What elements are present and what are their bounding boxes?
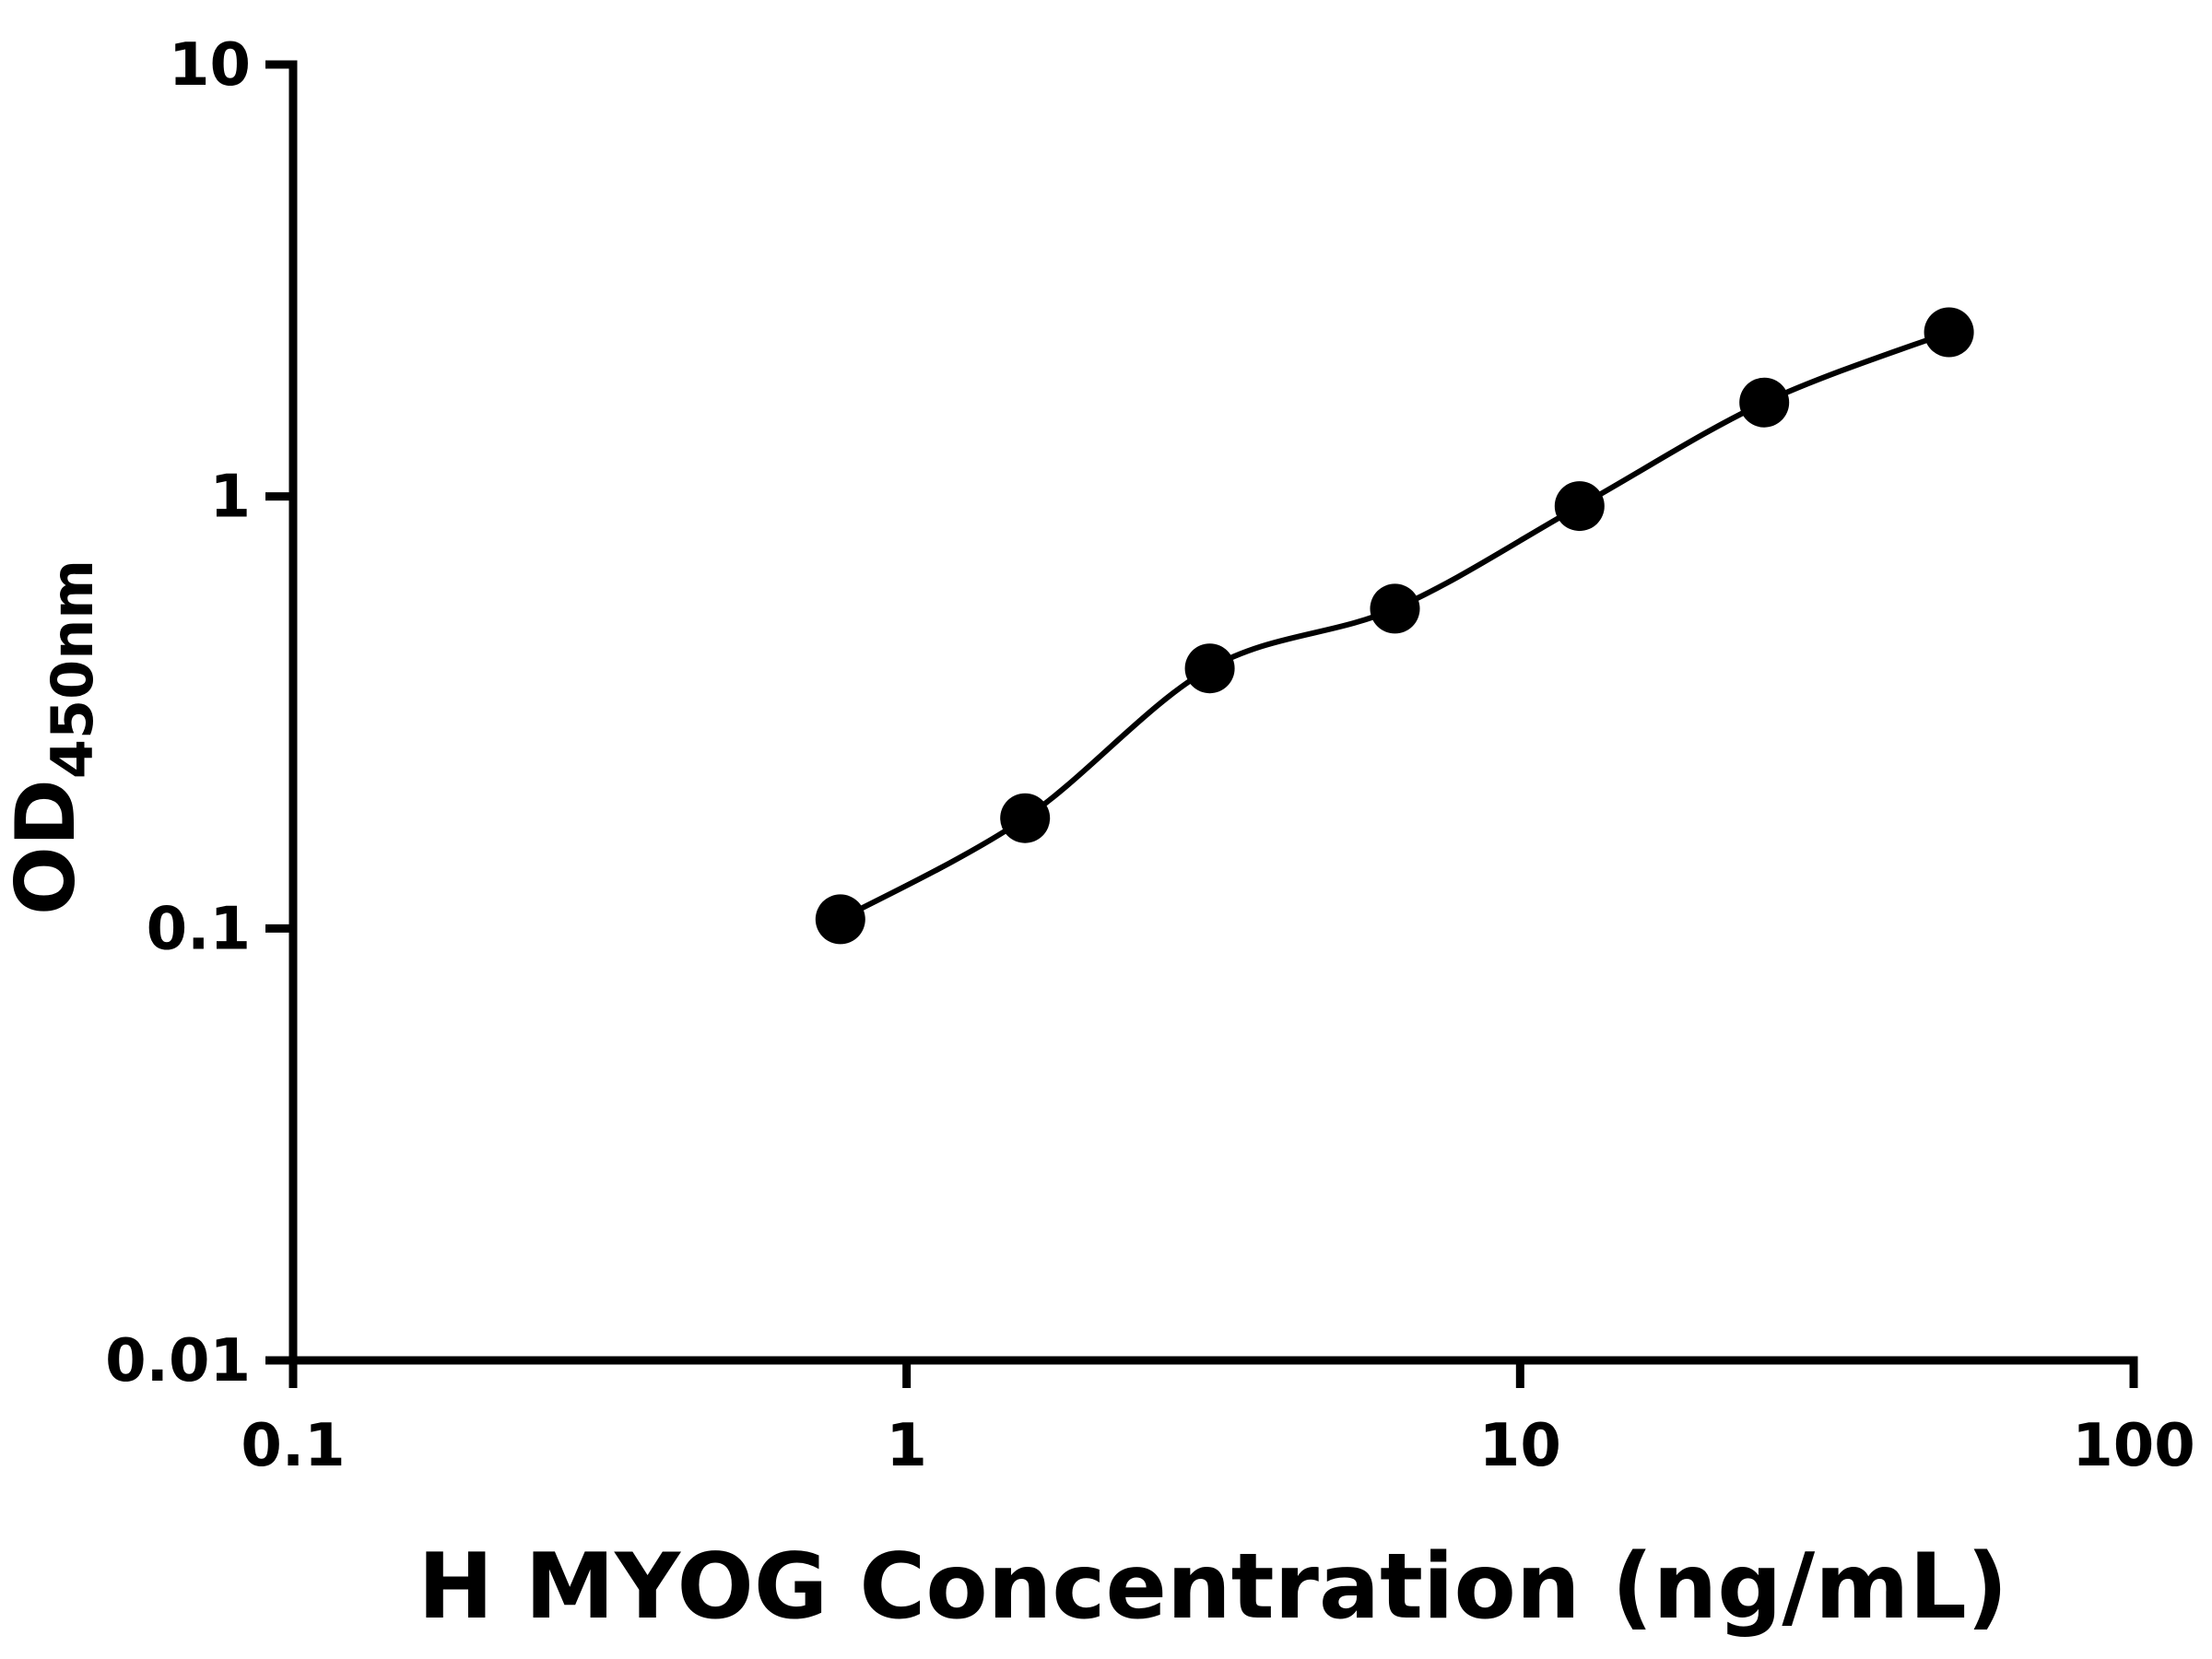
axes	[288, 60, 2138, 1365]
y-axis-title-sub: 450nm	[39, 559, 106, 779]
ticks: 0.1 1 10 100 0.01 0.1 1 10	[105, 31, 2195, 1480]
x-axis-title: H MYOG Concentration (ng/mL)	[418, 1535, 2007, 1640]
x-tick-label: 0.1	[241, 1412, 345, 1480]
y-tick-label: 1	[209, 464, 251, 532]
y-tick-label: 0.01	[105, 1327, 251, 1395]
y-axis-title-main: OD	[0, 779, 93, 915]
data-point-0	[815, 894, 865, 945]
data-point-1	[1000, 793, 1051, 843]
data-point-6	[1924, 307, 1974, 358]
y-tick-label: 0.1	[147, 895, 251, 963]
y-tick-label: 10	[169, 31, 251, 100]
y-axis-title: OD450nm	[0, 559, 106, 915]
data-point-2	[1184, 643, 1235, 694]
x-tick-label: 10	[1479, 1412, 1561, 1480]
data-point-5	[1739, 377, 1790, 428]
data-point-3	[1370, 583, 1420, 634]
x-tick-label: 1	[886, 1412, 927, 1480]
data-point-4	[1554, 481, 1605, 532]
x-tick-label: 100	[2072, 1412, 2195, 1480]
data-points	[815, 307, 1974, 945]
